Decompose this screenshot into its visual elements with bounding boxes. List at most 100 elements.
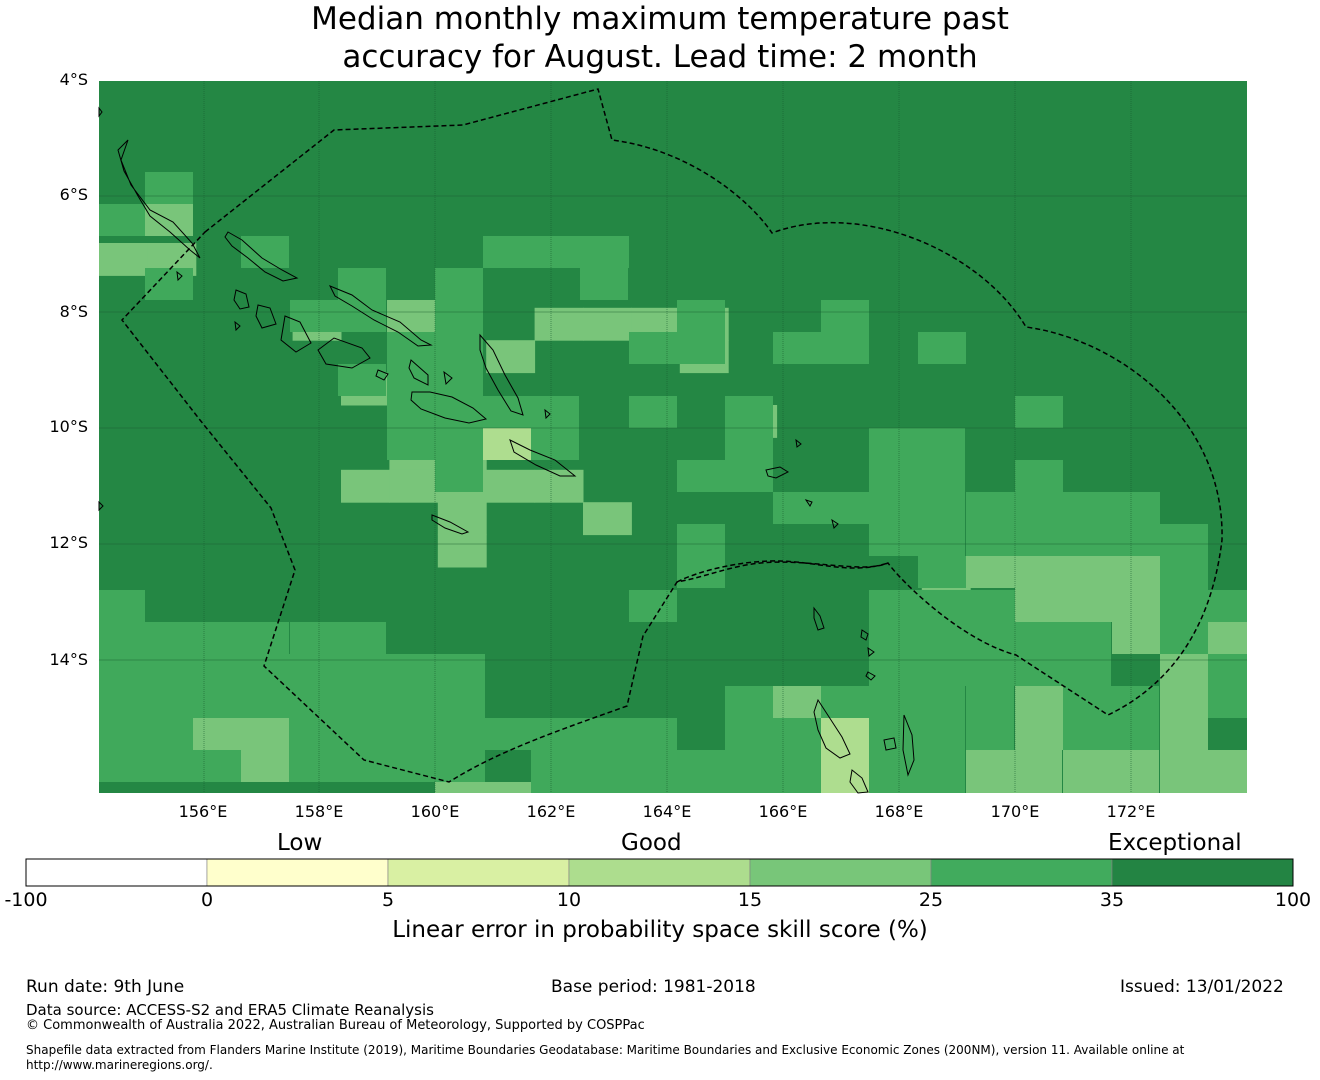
lat-label-14s: 14°S — [49, 650, 88, 669]
score-cell — [193, 718, 289, 750]
legend-color-6 — [1111, 858, 1294, 887]
legend-tick: 5 — [381, 889, 395, 911]
espiritu-santo-island — [813, 698, 851, 759]
lon-label-166e: 166°E — [758, 802, 808, 821]
score-cell — [583, 307, 632, 341]
legend-tick: -100 — [4, 889, 48, 911]
score-cell — [387, 300, 435, 332]
score-cell — [966, 750, 1062, 793]
legend-tick: 10 — [556, 889, 582, 911]
legend-color-2 — [387, 858, 570, 887]
score-cell — [1208, 750, 1247, 793]
score-cell — [1015, 460, 1063, 492]
score-cell — [99, 243, 148, 276]
legend-color-1 — [206, 858, 389, 887]
issued-date: Issued: 13/01/2022 — [1120, 977, 1284, 997]
legend-category-exceptional: Exceptional — [1108, 830, 1242, 856]
score-cell — [483, 236, 629, 268]
score-cell — [99, 622, 195, 654]
lon-label-158e: 158°E — [294, 802, 344, 821]
score-cell — [290, 300, 338, 332]
makira-island — [410, 391, 488, 424]
legend-color-5 — [930, 858, 1113, 887]
score-cell — [1015, 588, 1160, 622]
score-cell — [193, 622, 289, 654]
run-date: Run date: 9th June — [26, 977, 185, 997]
lat-label-4s: 4°S — [59, 70, 88, 89]
bougainville-tip — [98, 106, 104, 512]
score-cell — [1063, 686, 1159, 750]
lon-label-156e: 156°E — [178, 802, 228, 821]
score-cell — [534, 469, 584, 503]
score-cell — [1112, 622, 1160, 654]
lon-label-168e: 168°E — [874, 802, 924, 821]
score-cell — [966, 492, 1160, 556]
score-cell — [869, 590, 1015, 686]
score-cell — [338, 364, 386, 396]
lat-label-10s: 10°S — [49, 417, 88, 436]
map-title: Median monthly maximum temperature past … — [0, 0, 1320, 76]
score-cell — [99, 782, 195, 793]
legend-label: Linear error in probability space skill … — [392, 917, 928, 943]
score-cell — [241, 750, 289, 782]
guadalcanal-island — [317, 337, 371, 369]
legend-tick: 15 — [737, 889, 763, 911]
score-cell — [389, 469, 439, 503]
copyright: © Commonwealth of Australia 2022, Austra… — [26, 1018, 645, 1033]
san-cristobal-island — [509, 439, 577, 477]
score-cell — [773, 332, 869, 364]
score-cell — [918, 556, 966, 588]
legend-color-0 — [25, 858, 208, 887]
score-cell — [290, 622, 386, 654]
score-cell — [437, 502, 487, 536]
score-cell — [99, 590, 145, 622]
malaita-island — [328, 285, 433, 386]
score-cell — [629, 718, 677, 750]
score-cell — [677, 460, 773, 492]
score-cell — [241, 236, 289, 268]
score-cell — [1015, 396, 1063, 428]
malaita-north — [479, 333, 524, 416]
score-cell — [486, 340, 536, 374]
lat-label-6s: 6°S — [59, 185, 88, 204]
lon-label-170e: 170°E — [990, 802, 1040, 821]
score-cell — [99, 654, 485, 782]
score-cell — [483, 428, 531, 460]
score-cell — [677, 524, 725, 588]
legend-category-good: Good — [621, 830, 682, 856]
lat-label-12s: 12°S — [49, 533, 88, 552]
base-period: Base period: 1981-2018 — [551, 977, 756, 997]
score-cell — [483, 718, 629, 750]
score-cell — [1160, 556, 1208, 656]
score-cell — [869, 428, 965, 556]
score-cell — [580, 268, 628, 300]
score-cell — [1063, 750, 1159, 793]
score-cell — [1160, 654, 1208, 793]
score-cell — [1208, 622, 1247, 654]
legend-tick: 35 — [1099, 889, 1125, 911]
shapefile-credit: Shapefile data extracted from Flanders M… — [26, 1043, 1185, 1072]
score-cell — [1208, 590, 1247, 622]
score-cell — [773, 492, 869, 524]
lon-label-172e: 172°E — [1106, 802, 1156, 821]
score-cell — [145, 268, 193, 300]
score-cell — [437, 534, 487, 568]
banks-islands — [860, 629, 876, 681]
title-line-1: Median monthly maximum temperature past — [311, 1, 1009, 37]
title-line-2: accuracy for August. Lead time: 2 month — [342, 39, 978, 75]
score-cell — [341, 469, 390, 503]
score-cell — [1208, 654, 1247, 718]
legend-tick: 100 — [1274, 889, 1312, 911]
santa-isabel-island — [224, 231, 299, 282]
small-islands — [176, 270, 839, 631]
lon-label-160e: 160°E — [410, 802, 460, 821]
score-cell — [583, 502, 632, 536]
score-cell — [773, 686, 821, 718]
score-cell — [435, 782, 531, 793]
score-cell — [99, 204, 145, 236]
score-cell — [486, 469, 536, 503]
rennell-island — [431, 514, 470, 535]
lon-label-162e: 162°E — [526, 802, 576, 821]
legend-category-low: Low — [277, 830, 323, 856]
score-cell — [966, 556, 1160, 588]
